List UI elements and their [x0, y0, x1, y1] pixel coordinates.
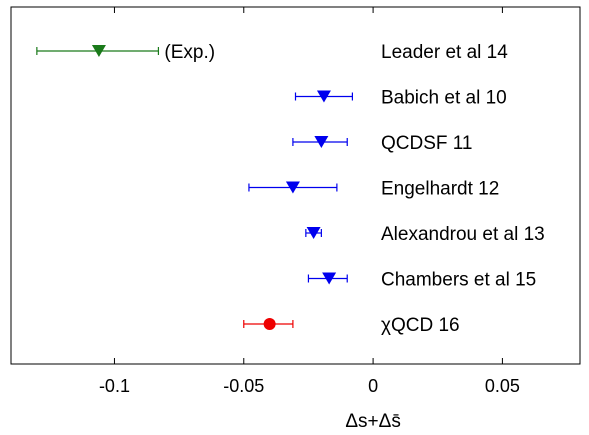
- entry-row: χQCD 16: [243, 315, 460, 336]
- entry-row: Engelhardt 12: [248, 179, 499, 200]
- entry-annotation: (Exp.): [164, 42, 215, 63]
- entry-row: QCDSF 11: [292, 133, 473, 154]
- data-point-marker: [263, 318, 276, 330]
- data-point-marker: [314, 136, 329, 148]
- entry-label: QCDSF 11: [381, 133, 473, 154]
- data-point-marker: [285, 181, 300, 194]
- x-axis-label: Δs+Δs̄: [345, 411, 400, 432]
- entry-row: (Exp.) Leader et al 14: [36, 42, 508, 63]
- x-tick-label: -0.1: [99, 376, 130, 396]
- x-tick-label: -0.05: [223, 376, 264, 396]
- entry-label: Leader et al 14: [381, 42, 508, 63]
- x-tick-label: 0: [368, 376, 378, 396]
- data-entries: (Exp.) Leader et al 14 Babich et al 10 QCDS…: [36, 42, 545, 336]
- entry-row: Alexandrou et al 13: [305, 224, 545, 245]
- entry-label: χQCD 16: [381, 315, 460, 336]
- entry-label: Babich et al 10: [381, 88, 507, 109]
- entry-row: Chambers et al 15: [307, 270, 536, 291]
- x-axis-tick-labels: -0.1 -0.05 0 0.05: [99, 376, 520, 396]
- entry-label: Chambers et al 15: [381, 270, 536, 291]
- data-point-marker: [316, 90, 331, 103]
- data-point-marker: [91, 45, 106, 57]
- plot-frame: [10, 6, 581, 365]
- data-point-marker: [306, 227, 321, 239]
- entry-row: Babich et al 10: [294, 88, 507, 109]
- entry-label: Engelhardt 12: [381, 179, 499, 200]
- data-point-marker: [322, 272, 337, 285]
- x-tick-label: 0.05: [485, 376, 520, 396]
- x-axis-ticks: [113, 7, 503, 364]
- entry-label: Alexandrou et al 13: [381, 224, 545, 245]
